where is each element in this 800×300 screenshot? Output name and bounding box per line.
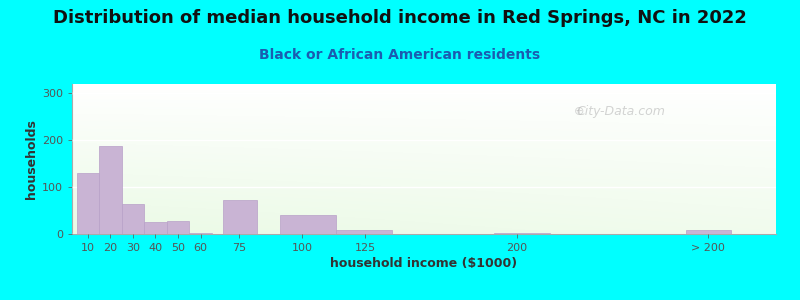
Bar xyxy=(223,200,257,234)
Y-axis label: households: households xyxy=(25,119,38,199)
Bar xyxy=(144,222,166,234)
Text: City-Data.com: City-Data.com xyxy=(577,104,666,118)
Bar xyxy=(166,221,190,234)
Text: ⊕: ⊕ xyxy=(574,104,584,118)
Bar xyxy=(686,230,731,234)
Bar xyxy=(99,146,122,234)
Text: Black or African American residents: Black or African American residents xyxy=(259,48,541,62)
Bar xyxy=(190,232,212,234)
Text: Distribution of median household income in Red Springs, NC in 2022: Distribution of median household income … xyxy=(53,9,747,27)
X-axis label: household income ($1000): household income ($1000) xyxy=(330,257,518,270)
Bar xyxy=(279,215,336,234)
Bar xyxy=(336,230,393,234)
Bar xyxy=(77,173,99,234)
Bar xyxy=(122,205,144,234)
Bar xyxy=(494,232,550,234)
